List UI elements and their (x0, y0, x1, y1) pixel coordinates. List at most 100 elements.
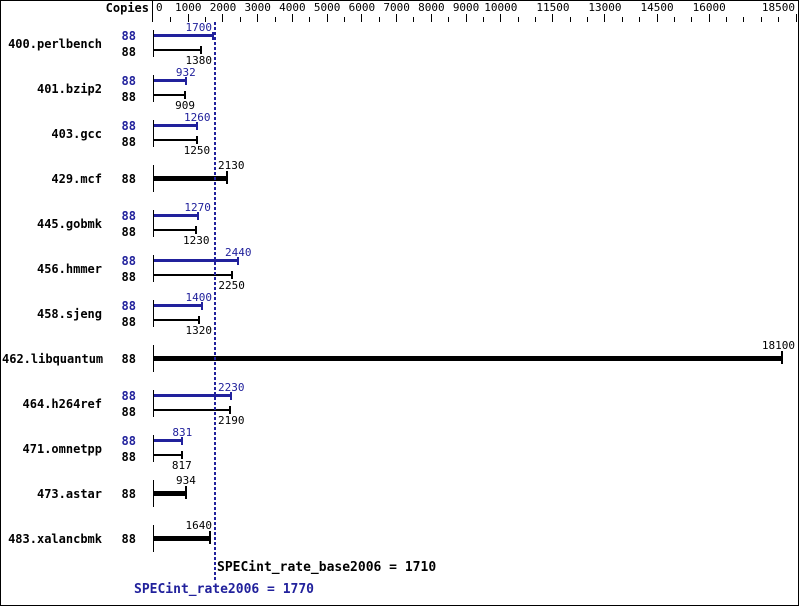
row-axis-bracket (153, 345, 154, 372)
peak-bar-endcap (201, 302, 204, 310)
base-bar (154, 356, 783, 361)
x-axis-tick-label: 8000 (418, 1, 445, 14)
benchmark-name: 456.hmmer (36, 262, 102, 276)
x-axis-major-tick (291, 14, 293, 22)
peak-value-label: 932 (175, 66, 196, 79)
base-value-label: 1640 (185, 519, 212, 532)
peak-bar-endcap (196, 122, 199, 130)
peak-bar-endcap (181, 437, 184, 445)
x-axis-tick-label: 9000 (452, 1, 480, 14)
x-axis-tick-label: 18500 (761, 1, 795, 14)
peak-bar (154, 34, 213, 37)
base-value-label: 2190 (217, 414, 245, 427)
x-axis-minor-tick (760, 17, 762, 22)
x-axis-tick-label: 16000 (692, 1, 726, 14)
copies-value-peak: 88 (121, 254, 136, 268)
peak-bar (154, 259, 239, 262)
peak-bar-endcap (229, 392, 232, 400)
x-axis-major-tick (465, 14, 467, 22)
base-bar-endcap (209, 531, 212, 544)
x-axis-minor-tick (691, 17, 693, 22)
base-bar (154, 139, 197, 141)
base-value-label: 18100 (761, 339, 795, 352)
axis-header-separator (152, 1, 153, 22)
row-axis-bracket (153, 30, 154, 57)
x-axis-tick-label: 3000 (244, 1, 271, 14)
copies-value-peak: 88 (121, 74, 136, 88)
x-axis-major-tick (361, 14, 363, 22)
benchmark-name: 429.mcf (51, 172, 102, 186)
row-axis-bracket (153, 525, 154, 552)
x-axis-minor-tick (673, 17, 675, 22)
peak-bar-endcap (196, 212, 199, 220)
row-axis-bracket (153, 480, 154, 507)
copies-value-peak: 88 (121, 209, 136, 223)
copies-value-base: 88 (121, 45, 136, 59)
reference-dotted-line (213, 22, 216, 582)
x-axis-major-tick (795, 14, 797, 22)
x-axis-major-tick (430, 14, 432, 22)
base-bar-endcap (198, 316, 201, 324)
row-axis-bracket (153, 165, 154, 192)
x-axis-major-tick (257, 14, 259, 22)
x-axis-minor-tick (205, 17, 207, 22)
benchmark-name: 462.libquantum (2, 352, 104, 366)
base-bar (154, 454, 182, 456)
x-axis-tick-label: 13000 (588, 1, 622, 14)
peak-value-label: 1260 (184, 111, 211, 124)
copies-column-header: Copies (105, 1, 149, 15)
peak-value-label: 2230 (217, 381, 245, 394)
benchmark-name: 471.omnetpp (22, 442, 102, 456)
peak-value-label: 1400 (185, 291, 212, 304)
peak-value-label: 1700 (185, 21, 212, 34)
copies-value-peak: 88 (121, 299, 136, 313)
benchmark-name: 403.gcc (51, 127, 102, 141)
x-axis-major-tick (552, 14, 554, 22)
x-axis-major-tick (396, 14, 398, 22)
base-bar-endcap (195, 136, 198, 144)
row-axis-bracket (153, 390, 154, 417)
benchmark-name: 483.xalancbmk (8, 532, 102, 546)
benchmark-name: 445.gobmk (36, 217, 102, 231)
x-axis-tick-label: 4000 (279, 1, 306, 14)
copies-value-base: 88 (121, 135, 136, 149)
base-value-label: 1230 (182, 234, 210, 247)
base-bar-endcap (195, 226, 198, 234)
base-value-label: 1250 (183, 144, 211, 157)
peak-bar-endcap (211, 32, 214, 40)
x-axis-tick-label: 10000 (484, 1, 518, 14)
x-axis-minor-tick (378, 17, 380, 22)
x-axis-major-tick (500, 14, 502, 22)
peak-bar (154, 439, 183, 442)
peak-bar (154, 79, 186, 82)
row-axis-bracket (153, 210, 154, 237)
peak-bar-endcap (184, 77, 187, 85)
x-axis-minor-tick (743, 17, 745, 22)
copies-value-base: 88 (121, 352, 136, 366)
x-axis-tick-label: 11500 (536, 1, 570, 14)
x-axis-tick-label: 2000 (209, 1, 237, 14)
x-axis-minor-tick (639, 17, 641, 22)
base-bar (154, 176, 228, 181)
x-axis-tick-label: 7000 (383, 1, 410, 14)
base-bar (154, 274, 232, 276)
benchmark-name: 401.bzip2 (36, 82, 102, 96)
peak-value-label: 1270 (184, 201, 211, 214)
x-axis-minor-tick (413, 17, 415, 22)
base-bar-endcap (226, 171, 229, 184)
copies-value-base: 88 (121, 225, 136, 239)
x-axis-minor-tick (274, 17, 276, 22)
base-value-label: 909 (175, 99, 195, 112)
x-axis-minor-tick (309, 17, 311, 22)
copies-value-base: 88 (121, 270, 136, 284)
x-axis-minor-tick (448, 17, 450, 22)
copies-value-base: 88 (121, 172, 136, 186)
x-axis-tick-label: 5000 (313, 1, 341, 14)
row-axis-bracket (153, 300, 154, 327)
benchmark-name: 400.perlbench (8, 37, 102, 51)
copies-value-base: 88 (121, 532, 136, 546)
base-result-label: SPECint_rate_base2006 = 1710 (217, 560, 437, 575)
x-axis-major-tick (604, 14, 606, 22)
x-axis-minor-tick (569, 17, 571, 22)
